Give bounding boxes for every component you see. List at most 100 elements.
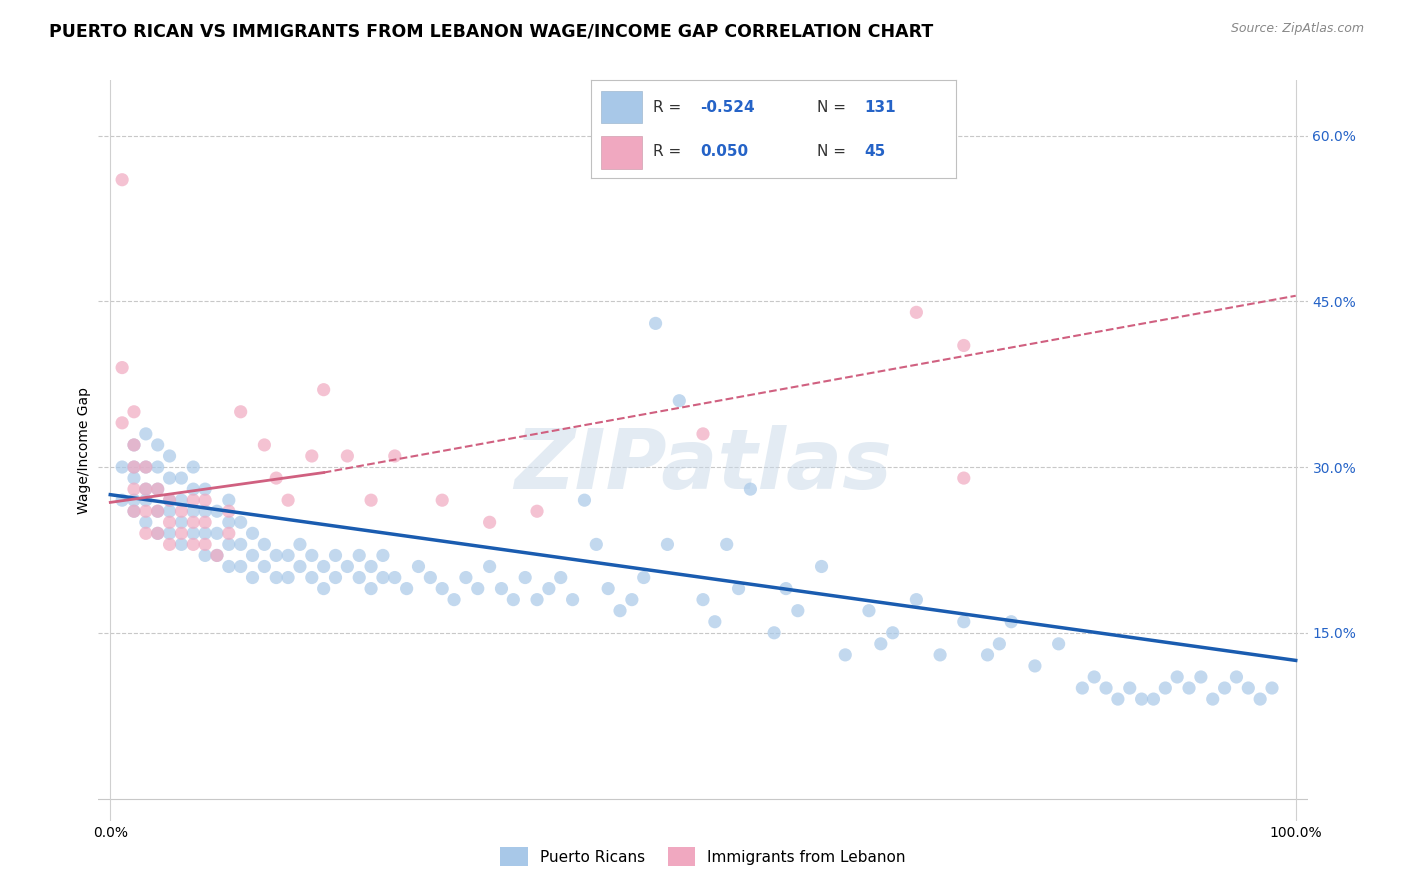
Point xyxy=(146,504,169,518)
Point xyxy=(135,426,157,441)
Point xyxy=(181,482,204,496)
Point xyxy=(574,493,596,508)
Point xyxy=(159,516,181,530)
Point xyxy=(242,526,264,541)
Point xyxy=(384,449,406,463)
Point xyxy=(834,648,856,662)
Point xyxy=(194,482,217,496)
Point xyxy=(122,504,145,518)
Point xyxy=(170,516,193,530)
Point xyxy=(952,471,974,485)
Point xyxy=(159,493,181,508)
Point xyxy=(146,482,169,496)
Point xyxy=(644,317,666,331)
Point xyxy=(277,493,299,508)
Point xyxy=(502,592,524,607)
Point xyxy=(253,438,276,452)
Point xyxy=(1083,670,1105,684)
Point xyxy=(703,615,725,629)
Point xyxy=(146,438,169,452)
Point xyxy=(810,559,832,574)
Point xyxy=(205,504,228,518)
Point xyxy=(111,172,134,186)
Point xyxy=(277,570,299,584)
Point xyxy=(170,504,193,518)
Point xyxy=(218,537,240,551)
Point xyxy=(371,549,394,563)
Point xyxy=(111,360,134,375)
Point xyxy=(218,504,240,518)
Point xyxy=(1095,681,1118,695)
Point xyxy=(775,582,797,596)
Point xyxy=(135,504,157,518)
Point xyxy=(336,449,359,463)
Point xyxy=(1189,670,1212,684)
Point xyxy=(1047,637,1070,651)
Point xyxy=(716,537,738,551)
Point xyxy=(146,482,169,496)
Point xyxy=(253,537,276,551)
FancyBboxPatch shape xyxy=(602,136,641,169)
Point xyxy=(218,516,240,530)
Point xyxy=(122,405,145,419)
Point xyxy=(467,582,489,596)
Point xyxy=(170,471,193,485)
Point xyxy=(229,405,252,419)
Point xyxy=(122,471,145,485)
Point xyxy=(159,526,181,541)
Text: N =: N = xyxy=(817,100,851,115)
Point xyxy=(1142,692,1164,706)
Point xyxy=(561,592,583,607)
Point xyxy=(194,493,217,508)
Point xyxy=(1261,681,1284,695)
Point xyxy=(194,504,217,518)
Point xyxy=(194,537,217,551)
Point xyxy=(122,438,145,452)
Text: 0.050: 0.050 xyxy=(700,144,748,159)
Text: ZIPatlas: ZIPatlas xyxy=(515,425,891,506)
Text: PUERTO RICAN VS IMMIGRANTS FROM LEBANON WAGE/INCOME GAP CORRELATION CHART: PUERTO RICAN VS IMMIGRANTS FROM LEBANON … xyxy=(49,22,934,40)
Point xyxy=(205,549,228,563)
Point xyxy=(170,537,193,551)
Point xyxy=(264,570,287,584)
Point xyxy=(264,549,287,563)
Point xyxy=(181,537,204,551)
Y-axis label: Wage/Income Gap: Wage/Income Gap xyxy=(77,387,91,514)
Point xyxy=(692,592,714,607)
FancyBboxPatch shape xyxy=(602,91,641,123)
Point xyxy=(1130,692,1153,706)
Point xyxy=(1154,681,1177,695)
Point xyxy=(869,637,891,651)
Point xyxy=(740,482,762,496)
Point xyxy=(1237,681,1260,695)
Point xyxy=(301,549,323,563)
Point xyxy=(325,549,347,563)
Point xyxy=(159,471,181,485)
Text: R =: R = xyxy=(652,100,686,115)
Point xyxy=(122,493,145,508)
Text: N =: N = xyxy=(817,144,851,159)
Point xyxy=(194,516,217,530)
Point xyxy=(205,526,228,541)
Point xyxy=(170,526,193,541)
Point xyxy=(384,570,406,584)
Point xyxy=(491,582,513,596)
Point xyxy=(111,460,134,475)
Point xyxy=(1166,670,1188,684)
Point xyxy=(122,460,145,475)
Point xyxy=(159,493,181,508)
Point xyxy=(288,537,311,551)
Point xyxy=(952,615,974,629)
Point xyxy=(135,460,157,475)
Point xyxy=(194,526,217,541)
Point xyxy=(122,438,145,452)
Point xyxy=(347,570,370,584)
Legend: Puerto Ricans, Immigrants from Lebanon: Puerto Ricans, Immigrants from Lebanon xyxy=(494,841,912,872)
Point xyxy=(135,460,157,475)
Point xyxy=(692,426,714,441)
Point xyxy=(253,559,276,574)
Point xyxy=(1202,692,1225,706)
Point xyxy=(135,482,157,496)
Point xyxy=(264,471,287,485)
Point xyxy=(1225,670,1247,684)
